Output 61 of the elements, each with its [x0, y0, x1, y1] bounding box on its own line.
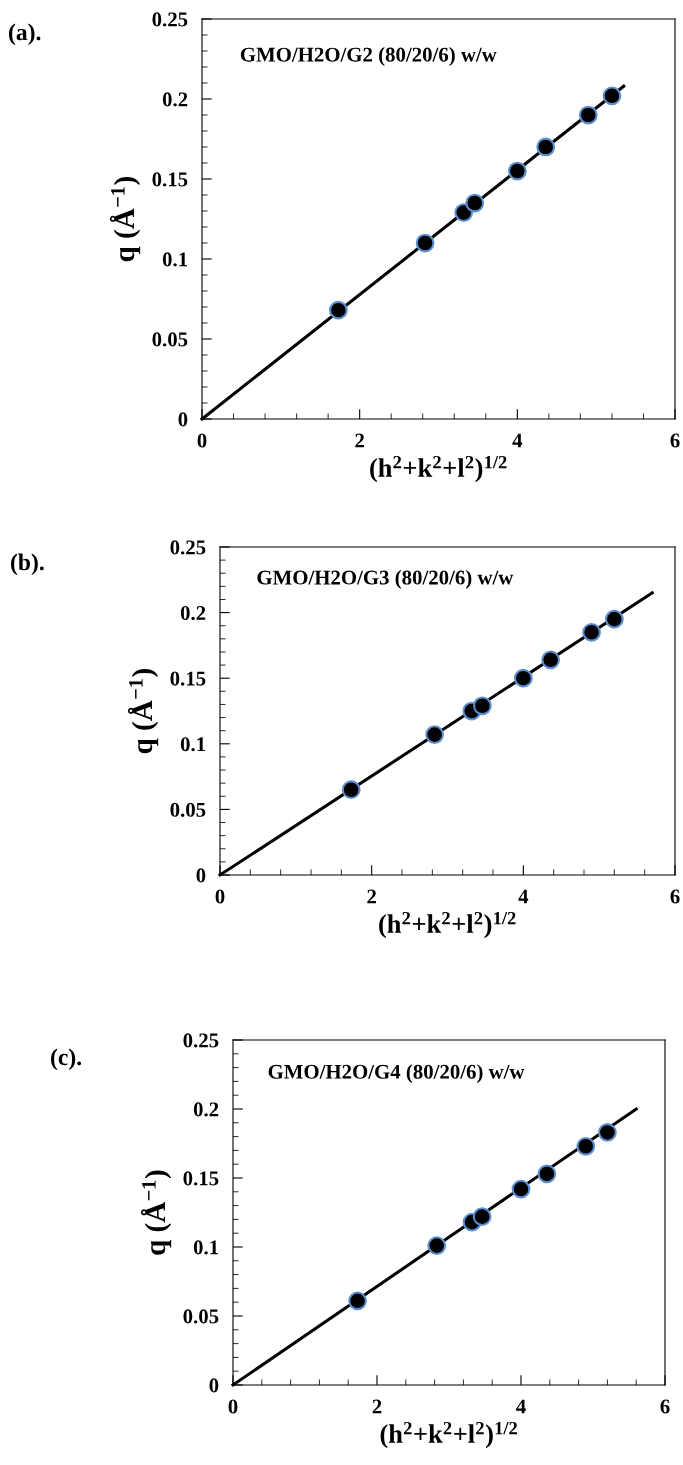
y-tick-label: 0.15 [183, 1171, 219, 1186]
x-tick-label: 4 [512, 433, 523, 448]
y-tick-label: 0.2 [162, 92, 188, 107]
point [598, 1123, 617, 1142]
x-tick-label: 6 [670, 889, 680, 904]
point [511, 1179, 531, 1199]
x-axis-title: (h$^{2}$+k$^{2}$+l$^{2}$)$^{1/2}$ [380, 1421, 517, 1449]
y-tick-label: 0.05 [170, 802, 206, 817]
y-tick-label: 0.05 [183, 1309, 219, 1324]
x-axis-title: (h$^{2}$+k$^{2}$+l$^{2}$)$^{1/2}$ [370, 455, 507, 483]
y-tick-label: 0.25 [152, 12, 188, 27]
point [541, 650, 561, 670]
x-tick-label: 0 [228, 1399, 238, 1414]
y-tick-label: 0.1 [162, 252, 188, 267]
x-tick-label: 2 [355, 433, 364, 448]
text: (a). [9, 23, 41, 46]
y-tick-label: 0.05 [152, 332, 188, 347]
point [536, 137, 556, 157]
y-tick-label: 0.25 [183, 1033, 219, 1048]
point [465, 193, 485, 213]
point [578, 105, 598, 125]
y-axis-title: q (Å$^{−1}$) [127, 668, 159, 754]
x-tick-label: 2 [367, 889, 376, 904]
point [602, 86, 622, 106]
point [513, 668, 533, 688]
y-tick-label: 0.25 [170, 540, 206, 555]
point [582, 622, 601, 642]
point [472, 1207, 492, 1227]
text: (b). [11, 553, 44, 576]
y-tick-label: 0 [178, 412, 188, 427]
point [425, 725, 444, 744]
x-tick-label: 2 [372, 1399, 382, 1414]
x-axis-title: (h$^{2}$+k$^{2}$+l$^{2}$)$^{1/2}$ [379, 911, 516, 939]
y-tick-label: 0.1 [193, 1240, 219, 1255]
point [576, 1136, 596, 1156]
y-tick-label: 0.15 [170, 671, 206, 686]
y-tick-label: 0.2 [193, 1102, 219, 1117]
text: GMO/H2O/G4 (80/20/6) w/w [268, 1064, 525, 1084]
y-tick-label: 0 [196, 868, 206, 883]
point [329, 300, 348, 320]
point [427, 1236, 447, 1255]
x-tick-label: 4 [516, 1399, 526, 1414]
x-tick-label: 6 [660, 1399, 670, 1414]
point [473, 696, 492, 716]
y-tick-label: 0 [209, 1378, 219, 1393]
text: GMO/H2O/G3 (80/20/6) w/w [257, 569, 514, 589]
point [415, 233, 435, 253]
point [507, 161, 527, 181]
y-tick-label: 0.2 [180, 605, 206, 621]
y-axis-title: q (Å$^{−1}$) [140, 1170, 172, 1255]
x-tick-label: 6 [670, 433, 680, 448]
y-axis-title: q (Å$^{−1}$) [109, 176, 141, 262]
point [604, 609, 624, 629]
point [348, 1291, 367, 1311]
text: GMO/H2O/G2 (80/20/6) w/w [240, 47, 497, 66]
point [537, 1164, 557, 1184]
y-tick-label: 0.1 [180, 737, 206, 752]
y-tick-label: 0.15 [152, 172, 188, 187]
x-tick-label: 4 [518, 889, 529, 904]
point [341, 780, 361, 800]
text: (c). [51, 1048, 82, 1071]
